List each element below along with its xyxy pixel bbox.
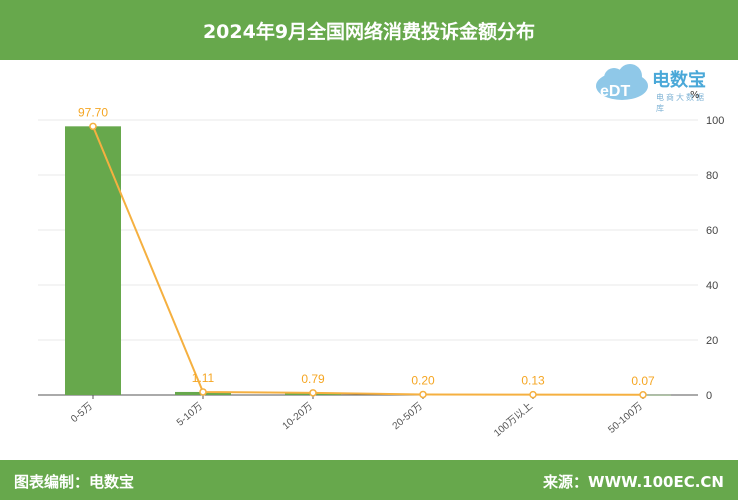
line-point [639, 391, 647, 399]
chart-title-bar: 2024年9月全国网络消费投诉金额分布 [0, 0, 738, 60]
x-tick-label: 100万以上 [491, 400, 534, 439]
data-label: 0.13 [521, 374, 545, 388]
y-tick-label: 80 [706, 170, 718, 182]
logo-brand: 电数宝 [652, 70, 706, 91]
data-label: 97.70 [78, 105, 108, 119]
y-tick-label: 0 [706, 390, 712, 402]
data-label: 0.79 [301, 372, 325, 386]
y-tick-label: 60 [706, 225, 718, 237]
line-point [89, 122, 97, 131]
footer-bar: 图表编制：电数宝 来源：WWW.100EC.CN [0, 460, 738, 500]
line-point [529, 390, 537, 399]
data-label: 0.20 [411, 373, 435, 387]
data-label: 0.07 [631, 374, 655, 388]
bar [65, 126, 121, 395]
y-axis-unit: % [690, 90, 700, 101]
line-point [419, 390, 427, 399]
x-tick-label: 50-100万 [606, 401, 645, 436]
footer-source: 来源：WWW.100EC.CN [543, 473, 724, 491]
y-tick-label: 40 [706, 280, 718, 292]
x-tick-label: 10-20万 [281, 401, 315, 432]
x-tick-label: 20-50万 [391, 401, 425, 432]
logo: eDT 电数宝 电商大数据库 [592, 62, 712, 113]
data-label: 1.11 [192, 371, 215, 385]
footer-credit: 图表编制：电数宝 [14, 473, 135, 491]
y-tick-label: 20 [706, 335, 718, 347]
svg-text:eDT: eDT [600, 83, 630, 100]
y-tick-label: 100 [706, 115, 724, 127]
x-tick-label: 0-5万 [69, 401, 95, 425]
line-point [199, 388, 207, 396]
logo-subtitle: 电商大数据库 [656, 93, 706, 113]
x-tick-label: 5-10万 [175, 401, 205, 429]
series-line [92, 125, 644, 396]
chart-title: 2024年9月全国网络消费投诉金额分布 [202, 20, 536, 43]
cloud-logo-icon: eDT [596, 64, 648, 100]
line-point [309, 389, 317, 397]
